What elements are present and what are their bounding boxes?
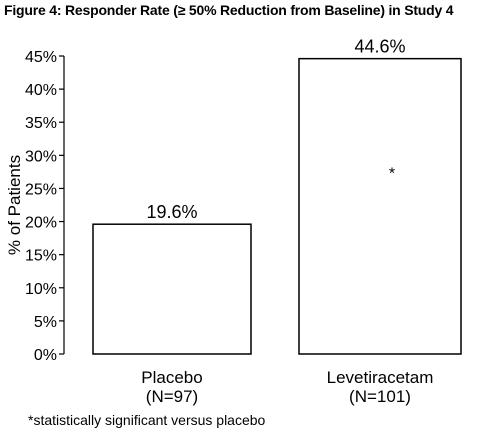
footnote: *statistically significant versus placeb… — [28, 412, 266, 428]
bar-placebo — [92, 223, 252, 355]
x-category-n: (N=101) — [349, 387, 411, 406]
y-tick-label: 15% — [25, 248, 57, 265]
bars: 19.6% 44.6% * — [92, 37, 462, 355]
chart-title: Figure 4: Responder Rate (≥ 50% Reductio… — [4, 2, 454, 18]
bar-value-label: 19.6% — [146, 202, 197, 222]
y-tick-label: 5% — [34, 314, 57, 331]
significance-mark: * — [389, 166, 395, 183]
y-axis: 0% 5% 10% 15% 20% 25% 30% 35% 40% 45% — [25, 49, 65, 364]
y-tick-label: 10% — [25, 281, 57, 298]
x-category-label: Levetiracetam — [327, 368, 434, 387]
y-tick-label: 35% — [25, 115, 57, 132]
bar-levetiracetam — [298, 57, 462, 355]
y-tick-label: 25% — [25, 181, 57, 198]
y-tick-label: 20% — [25, 215, 57, 232]
y-tick-label: 30% — [25, 148, 57, 165]
x-category-label: Placebo — [141, 368, 202, 387]
y-tick-label: 45% — [25, 49, 57, 66]
bar-value-label: 44.6% — [354, 37, 405, 57]
x-category-n: (N=97) — [146, 387, 198, 406]
y-tick-label: 40% — [25, 82, 57, 99]
y-axis-title: % of Patients — [5, 155, 24, 255]
x-axis-labels: Placebo(N=97) Levetiracetam(N=101) — [141, 368, 433, 406]
y-tick-label: 0% — [34, 347, 57, 364]
